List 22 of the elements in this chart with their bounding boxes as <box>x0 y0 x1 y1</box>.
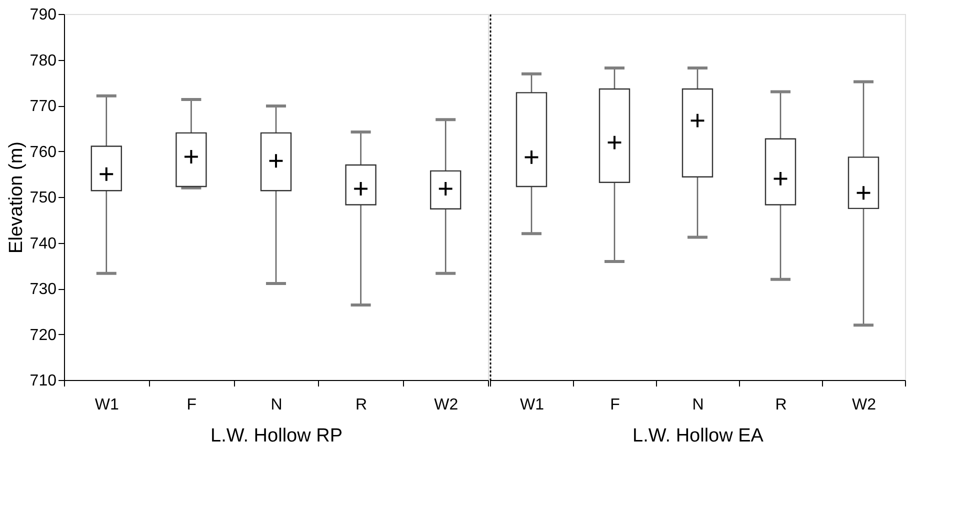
x-tick-label: W1 <box>94 396 119 414</box>
x-tick-label: W1 <box>520 396 544 414</box>
y-tick-label: 760 <box>30 144 57 161</box>
x-axis-title: L.W. Hollow RP <box>210 426 342 446</box>
y-tick-label: 780 <box>30 52 57 70</box>
y-tick-label: 720 <box>30 326 57 344</box>
x-tick-label: R <box>356 396 368 414</box>
y-tick-label: 710 <box>30 372 57 390</box>
y-tick-label: 790 <box>30 6 57 24</box>
x-tick-label: F <box>610 396 620 414</box>
x-tick-label: R <box>775 396 787 414</box>
x-tick-label: W2 <box>852 396 876 414</box>
x-tick-label: W2 <box>434 396 458 414</box>
y-tick-label: 750 <box>30 190 57 206</box>
y-axis-title: Elevation (m) <box>6 142 27 254</box>
y-tick-label: 770 <box>30 98 57 115</box>
y-tick-label: 740 <box>30 235 57 252</box>
x-axis-title: L.W. Hollow EA <box>632 426 764 446</box>
x-tick-label: N <box>692 396 704 414</box>
x-tick-label: F <box>186 396 197 414</box>
y-tick-label: 730 <box>30 281 57 298</box>
x-tick-label: N <box>270 396 282 414</box>
